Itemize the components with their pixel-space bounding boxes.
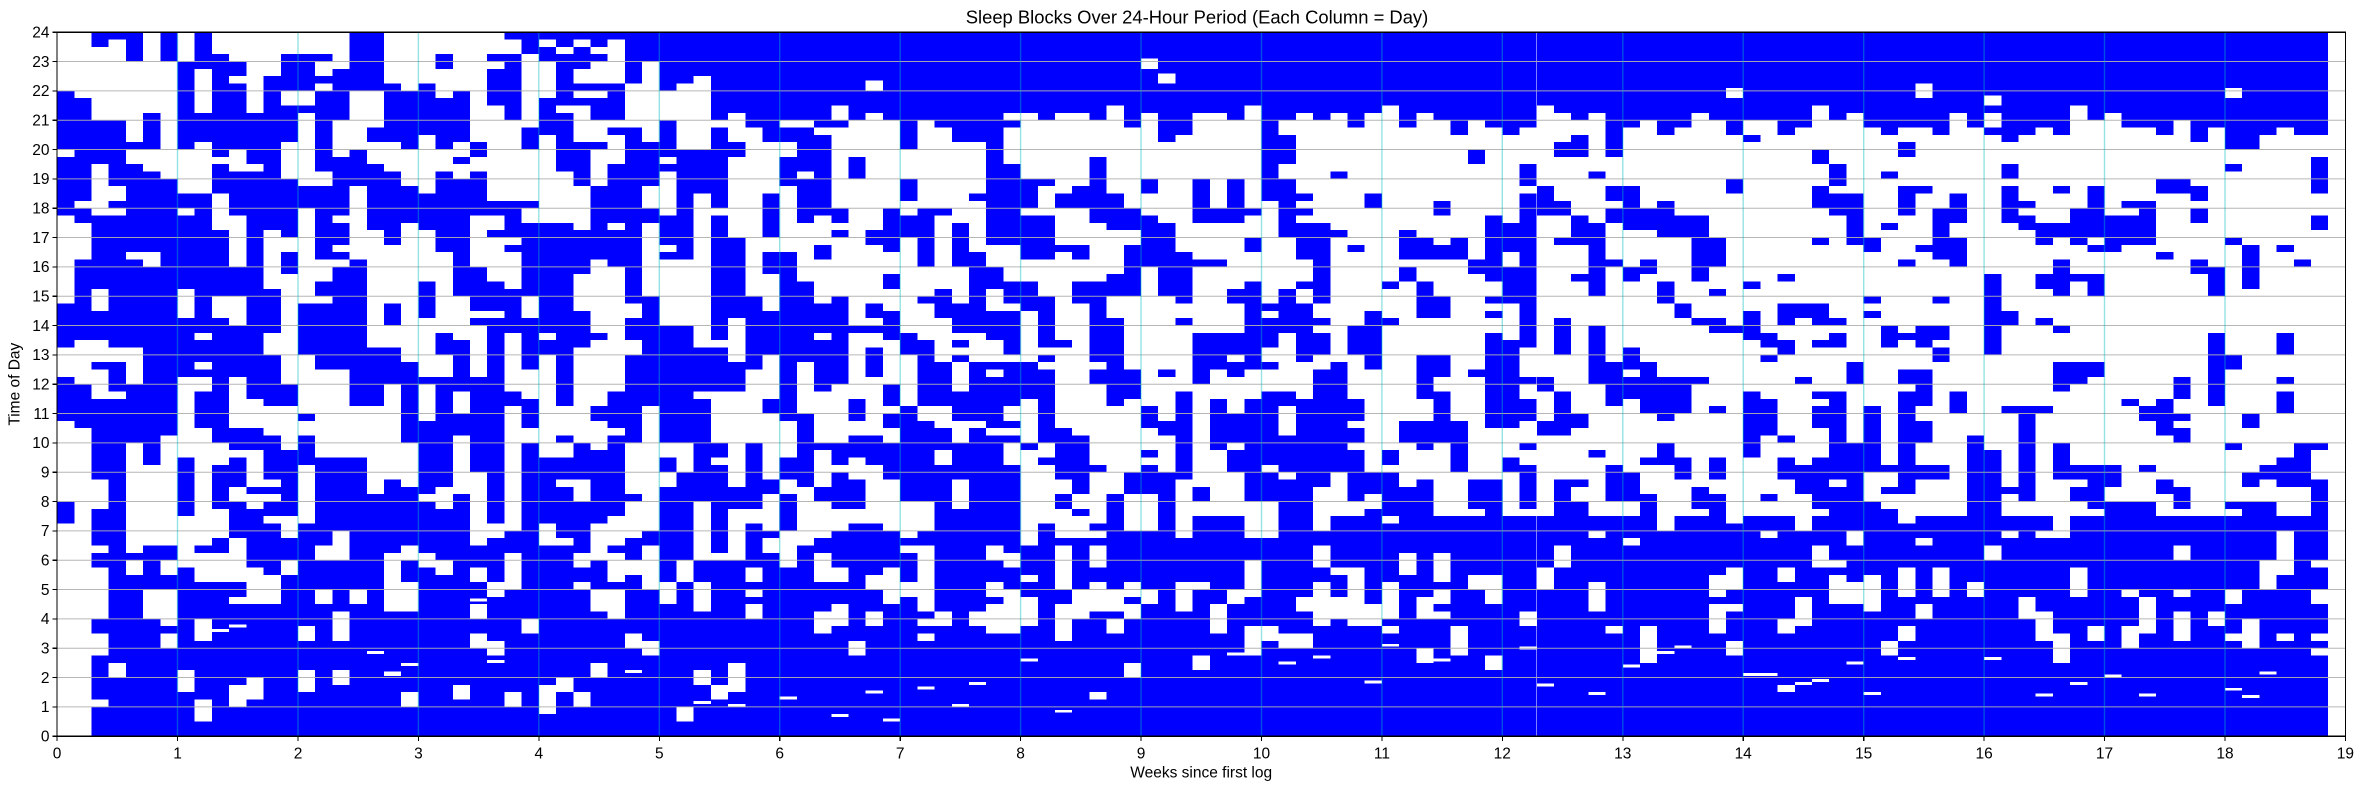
- svg-text:3: 3: [414, 746, 423, 763]
- svg-text:21: 21: [32, 113, 49, 130]
- svg-text:8: 8: [1016, 746, 1025, 763]
- svg-text:9: 9: [41, 465, 50, 482]
- svg-text:11: 11: [1374, 746, 1390, 763]
- svg-text:17: 17: [2096, 746, 2113, 763]
- svg-text:3: 3: [41, 641, 50, 658]
- svg-text:14: 14: [32, 318, 50, 335]
- svg-text:9: 9: [1137, 746, 1146, 763]
- svg-text:1: 1: [41, 699, 50, 716]
- svg-text:6: 6: [775, 746, 784, 763]
- svg-text:20: 20: [32, 142, 50, 159]
- svg-text:11: 11: [33, 406, 49, 423]
- svg-text:18: 18: [32, 201, 49, 218]
- svg-text:1: 1: [173, 746, 182, 763]
- svg-text:19: 19: [32, 171, 49, 188]
- svg-text:Weeks since first log: Weeks since first log: [1130, 765, 1272, 782]
- svg-text:12: 12: [32, 377, 49, 394]
- svg-text:13: 13: [32, 347, 49, 364]
- svg-text:15: 15: [1855, 746, 1872, 763]
- svg-text:5: 5: [41, 582, 50, 599]
- svg-text:19: 19: [2337, 746, 2354, 763]
- svg-text:10: 10: [1253, 746, 1271, 763]
- svg-text:7: 7: [41, 523, 50, 540]
- svg-text:5: 5: [655, 746, 664, 763]
- svg-text:4: 4: [534, 746, 543, 763]
- svg-text:24: 24: [32, 25, 50, 42]
- svg-text:18: 18: [2216, 746, 2233, 763]
- svg-text:7: 7: [896, 746, 905, 763]
- svg-text:4: 4: [41, 611, 50, 628]
- svg-text:0: 0: [53, 746, 62, 763]
- svg-text:15: 15: [32, 289, 49, 306]
- svg-text:23: 23: [32, 54, 49, 71]
- svg-text:2: 2: [41, 670, 50, 687]
- svg-text:6: 6: [41, 553, 50, 570]
- svg-text:16: 16: [32, 259, 49, 276]
- svg-text:13: 13: [1614, 746, 1631, 763]
- svg-text:Time of Day: Time of Day: [7, 342, 24, 425]
- svg-text:10: 10: [32, 435, 50, 452]
- svg-text:0: 0: [41, 729, 50, 746]
- svg-text:17: 17: [32, 230, 49, 247]
- svg-text:16: 16: [1975, 746, 1992, 763]
- svg-text:8: 8: [41, 494, 50, 511]
- svg-text:14: 14: [1735, 746, 1753, 763]
- svg-text:12: 12: [1494, 746, 1511, 763]
- svg-text:Sleep Blocks Over 24-Hour Peri: Sleep Blocks Over 24-Hour Period (Each C…: [966, 7, 1429, 28]
- svg-text:22: 22: [32, 83, 49, 100]
- svg-text:2: 2: [294, 746, 303, 763]
